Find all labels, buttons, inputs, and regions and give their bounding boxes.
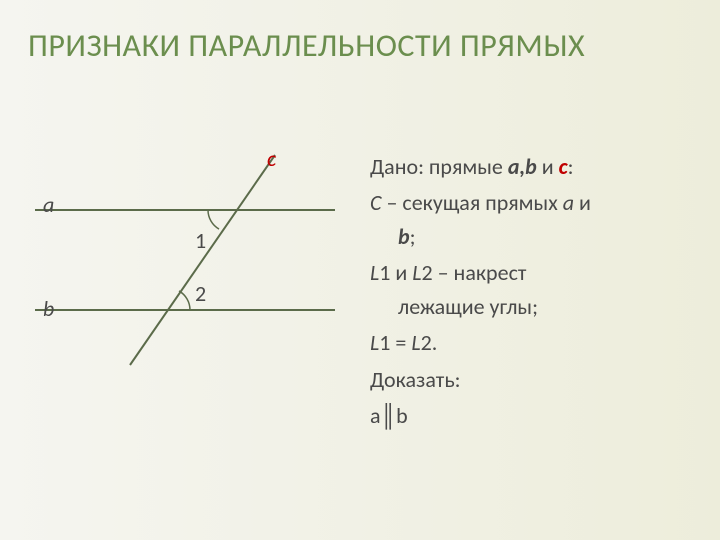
text-fragment: Дано: прямые	[370, 153, 508, 180]
text-fragment: L	[412, 259, 421, 286]
text-fragment: 2.	[421, 329, 438, 356]
text-fragment: L	[411, 329, 420, 356]
text-fragment: – секущая прямых	[382, 189, 563, 216]
text-fragment: 1 =	[379, 329, 411, 356]
text-fragment: c	[559, 153, 568, 180]
slide-title: ПРИЗНАКИ ПАРАЛЛЕЛЬНОСТИ ПРЯМЫХ	[28, 28, 692, 65]
label-a: a	[43, 191, 54, 218]
text-fragment: 2 – накрест	[422, 259, 527, 286]
text-fragment: 1 и	[379, 259, 412, 286]
text-fragment: L	[370, 259, 379, 286]
geometry-diagram: a b c 1 2	[15, 145, 355, 425]
text-fragment: :	[568, 153, 574, 180]
text-fragment: L	[370, 329, 379, 356]
angle-2-arc	[179, 291, 190, 310]
text-fragment: C	[370, 189, 382, 216]
text-fragment: a	[563, 189, 574, 216]
label-angle-2: 2	[195, 280, 206, 307]
angle-1-arc	[208, 210, 219, 229]
given-line-2: C – секущая прямых a и b;	[370, 186, 705, 254]
text-fragment: и	[574, 189, 591, 216]
text-fragment: лежащие углы;	[370, 293, 538, 320]
given-line-1: Дано: прямые a,b и c:	[370, 150, 705, 184]
prove-label: Доказать:	[370, 363, 705, 397]
prove-statement: a║b	[370, 399, 705, 433]
diagram-svg	[15, 145, 355, 425]
given-line-4: L1 = L2.	[370, 326, 705, 360]
text-fragment: и	[537, 153, 559, 180]
label-b: b	[43, 295, 54, 322]
label-angle-1: 1	[195, 227, 206, 254]
text-fragment: ;	[410, 223, 416, 250]
given-line-3: L1 и L2 – накрестлежащие углы;	[370, 256, 705, 324]
given-text-block: Дано: прямые a,b и c: C – секущая прямых…	[370, 150, 705, 435]
label-c: c	[267, 145, 276, 172]
line-c	[130, 155, 275, 365]
text-fragment: a,b	[508, 153, 537, 180]
text-fragment: b	[370, 223, 410, 250]
